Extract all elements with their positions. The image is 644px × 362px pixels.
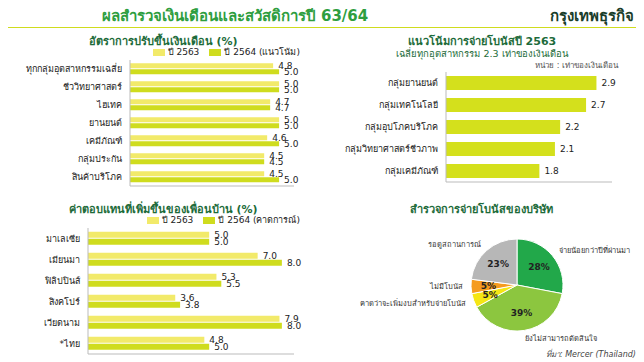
svg-text:5.0: 5.0 (284, 85, 299, 95)
svg-text:5.5: 5.5 (226, 279, 240, 289)
html-text:ปี 2563: ปี 2563 (161, 215, 194, 225)
svg-text:5.0: 5.0 (284, 114, 299, 125)
svg-text:5%: 5% (483, 290, 498, 300)
svg-text:5.0: 5.0 (284, 67, 299, 77)
svg-text:2.9: 2.9 (601, 78, 616, 88)
svg-text:ไม่มีโบนัส: ไม่มีโบนัส (429, 282, 463, 291)
svg-text:กลุ่มเทคโนโลยี: กลุ่มเทคโนโลยี (379, 100, 438, 111)
svg-text:5.0: 5.0 (214, 230, 229, 240)
svg-text:2.1: 2.1 (560, 144, 574, 154)
html-text:อัตราการปรับขึ้นเงินเดือน (%): อัตราการปรับขึ้นเงินเดือน (%) (88, 35, 238, 48)
svg-text:จ่ายน้อยกว่าปีที่ผ่านมา: จ่ายน้อยกว่าปีที่ผ่านมา (559, 245, 630, 255)
svg-text:*ไทย: *ไทย (60, 339, 81, 349)
html-text:กรุงเทพธุรกิจ: กรุงเทพธุรกิจ (550, 7, 634, 25)
html-text:ปี 2564 (แนวโน้ม): ปี 2564 (แนวโน้ม) (224, 47, 300, 57)
svg-text:ชีววิทยาศาสตร์: ชีววิทยาศาสตร์ (63, 81, 122, 92)
svg-text:28%: 28% (528, 262, 550, 272)
svg-text:5.0: 5.0 (214, 342, 229, 352)
svg-text:5.0: 5.0 (214, 237, 229, 247)
svg-text:เคมีภัณฑ์: เคมีภัณฑ์ (86, 135, 122, 146)
svg-text:5%: 5% (481, 281, 496, 291)
svg-text:ยังไม่สามารถตัดสินใจ: ยังไม่สามารถตัดสินใจ (525, 334, 597, 343)
svg-text:กลุ่มวิทยาศาสตร์ชีวภาพ: กลุ่มวิทยาศาสตร์ชีวภาพ (345, 143, 438, 155)
svg-text:2.7: 2.7 (591, 100, 605, 110)
svg-text:ไฮเทค: ไฮเทค (96, 100, 122, 110)
html-text:ปี 2563: ปี 2563 (167, 47, 200, 57)
html-text:หน่วย : เท่าของเงินเดือน: หน่วย : เท่าของเงินเดือน (535, 61, 618, 70)
svg-text:3.8: 3.8 (185, 300, 200, 310)
svg-text:4.7: 4.7 (275, 103, 289, 113)
html-text:เฉลี่ยทุกอุตสาหกรรม 2.3 เท่าขอ: เฉลี่ยทุกอุตสาหกรรม 2.3 เท่าของเงินเดือน (396, 48, 568, 59)
svg-text:กลุ่มยานยนต์: กลุ่มยานยนต์ (388, 77, 438, 89)
svg-text:5.3: 5.3 (221, 272, 236, 282)
svg-text:กลุ่มอุปโภคบริโภค: กลุ่มอุปโภคบริโภค (365, 122, 438, 133)
svg-text:1.8: 1.8 (544, 166, 559, 176)
svg-text:8.0: 8.0 (287, 258, 302, 268)
svg-text:5.0: 5.0 (284, 121, 299, 131)
svg-text:3.6: 3.6 (180, 293, 195, 303)
svg-text:23%: 23% (487, 259, 509, 269)
html-text:ปี 2564 (คาดการณ์): ปี 2564 (คาดการณ์) (218, 215, 300, 225)
svg-text:4.8: 4.8 (209, 335, 224, 345)
html-text:ผลสำรวจเงินเดือนและสวัสดิการปี: ผลสำรวจเงินเดือนและสวัสดิการปี 63/64 (101, 7, 369, 25)
svg-text:สินค้าบริโภค: สินค้าบริโภค (72, 172, 122, 182)
svg-text:เวียดนาม: เวียดนาม (44, 318, 80, 328)
html-text:ค่าตอบแทนที่เพิ่มขึ้นของเพื่อน: ค่าตอบแทนที่เพิ่มขึ้นของเพื่อนบ้าน (%) (68, 203, 258, 216)
svg-text:4.6: 4.6 (272, 132, 287, 143)
svg-text:5.0: 5.0 (284, 78, 299, 89)
svg-text:5.0: 5.0 (284, 139, 299, 149)
svg-text:กลุ่มเคมีภัณฑ์: กลุ่มเคมีภัณฑ์ (385, 165, 438, 177)
svg-text:8.0: 8.0 (287, 321, 302, 331)
svg-text:รอดูสถานการณ์: รอดูสถานการณ์ (428, 240, 481, 249)
svg-text:ทุกกลุ่มอุตสาหกรรมเฉลี่ย: ทุกกลุ่มอุตสาหกรรมเฉลี่ย (26, 62, 122, 75)
svg-text:4.5: 4.5 (269, 169, 283, 179)
svg-text:สิงคโปร์: สิงคโปร์ (49, 296, 80, 307)
svg-text:7.0: 7.0 (263, 251, 278, 261)
svg-text:เมียนมา: เมียนมา (49, 255, 80, 265)
svg-text:2.2: 2.2 (565, 122, 579, 132)
svg-text:4.5: 4.5 (269, 157, 283, 167)
svg-text:4.7: 4.7 (275, 96, 290, 107)
html-text:ที่มา: Mercer (Thailand): ที่มา: Mercer (Thailand) (545, 350, 636, 359)
svg-text:4.8: 4.8 (278, 60, 293, 71)
svg-text:มาเลเซีย: มาเลเซีย (46, 234, 80, 244)
svg-text:5.0: 5.0 (284, 175, 299, 185)
svg-text:4.5: 4.5 (269, 150, 284, 161)
svg-text:7.9: 7.9 (284, 314, 299, 324)
svg-text:ยานยนต์: ยานยนต์ (89, 117, 122, 128)
html-text:สำรวจการจ่ายโบนัสของบริษัท: สำรวจการจ่ายโบนัสของบริษัท (409, 203, 553, 216)
svg-text:39%: 39% (511, 308, 533, 318)
svg-text:ฟิลิปปินส์: ฟิลิปปินส์ (45, 275, 81, 286)
svg-text:กลุ่มประกัน: กลุ่มประกัน (78, 154, 122, 165)
svg-text:คาดว่าจะเพิ่มงบสำหรับจ่ายโบนัส: คาดว่าจะเพิ่มงบสำหรับจ่ายโบนัส (360, 298, 466, 308)
html-text:แนวโน้มการจ่ายโบนัสปี 2563: แนวโน้มการจ่ายโบนัสปี 2563 (407, 35, 557, 48)
